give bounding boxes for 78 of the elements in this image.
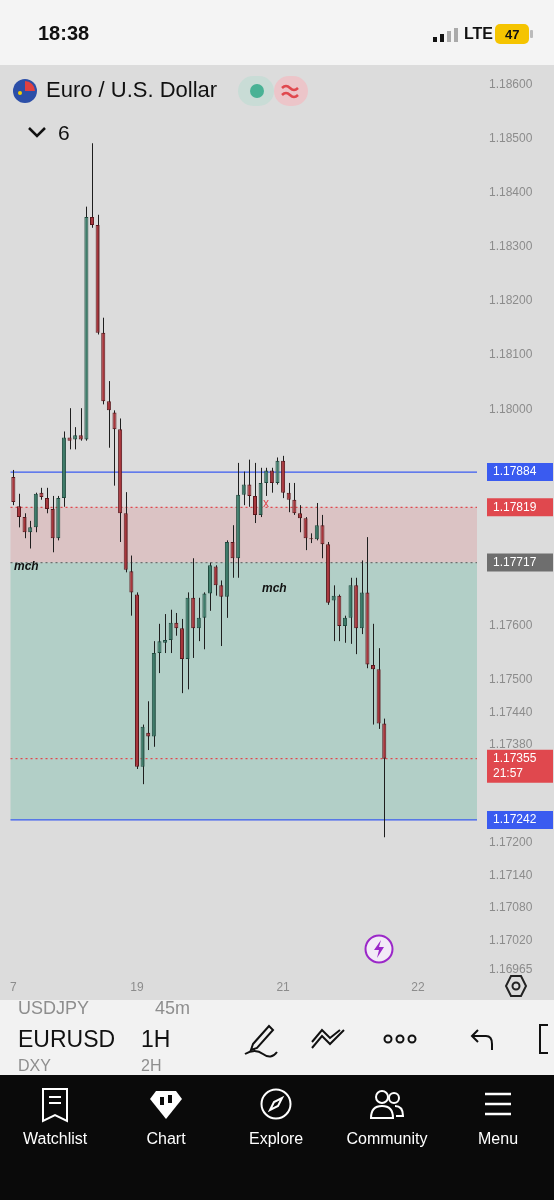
y-tick-label: 1.18500	[489, 130, 533, 145]
candlestick	[112, 409, 117, 487]
y-tick-label: 1.18200	[489, 293, 533, 308]
y-tick-label: 1.18600	[489, 76, 533, 91]
text: 45m	[155, 998, 191, 1018]
text: Community	[346, 1130, 428, 1147]
text: USDJPY	[18, 998, 90, 1018]
candlestick	[157, 623, 162, 674]
text: 2H	[141, 1057, 162, 1074]
y-tick-label: 1.18300	[489, 239, 533, 254]
text: LTE	[464, 25, 494, 42]
chart-title: Euro / U.S. Dollar	[46, 77, 218, 103]
y-tick-label: 1.17500	[489, 672, 533, 687]
candlestick	[73, 426, 78, 450]
candlestick	[90, 142, 95, 229]
annotation: mch	[14, 559, 39, 573]
candlestick	[331, 584, 336, 642]
text: Menu	[478, 1130, 519, 1147]
y-tick-label: 1.17020	[489, 932, 533, 947]
annotation: mch	[262, 581, 287, 595]
text: Explore	[249, 1130, 304, 1147]
y-tick-label: 1.16965	[489, 962, 533, 977]
candlestick	[275, 456, 280, 486]
y-tick-label: 1.17080	[489, 900, 533, 915]
y-tick-label: 1.17380	[489, 737, 533, 752]
text: 18:38	[38, 22, 90, 44]
y-tick-label: 1.18000	[489, 401, 533, 416]
candlestick	[230, 524, 235, 579]
candlestick	[163, 613, 168, 654]
text: 1H	[141, 1026, 171, 1052]
x-tick-label: 22	[411, 979, 425, 994]
ref-line-label: 1.17355 21:57	[493, 751, 537, 781]
x-tick-label: 7	[9, 979, 17, 994]
candlestick	[129, 555, 134, 617]
ref-line-label: 1.17717	[493, 554, 537, 569]
candlestick	[168, 609, 173, 654]
candlestick	[297, 504, 302, 533]
candlestick	[342, 615, 347, 644]
candlestick	[22, 512, 27, 539]
candlestick	[269, 467, 274, 494]
text: Watchlist	[23, 1130, 88, 1147]
candlestick	[286, 482, 291, 513]
candlestick	[78, 407, 83, 442]
candlestick	[247, 459, 252, 508]
candlestick	[202, 591, 207, 650]
y-tick-label: 1.17140	[489, 867, 533, 882]
candlestick	[45, 487, 50, 514]
candlestick	[303, 516, 308, 551]
annotation: 6	[58, 121, 70, 144]
ref-line-label: 1.17819	[493, 499, 537, 514]
y-tick-label: 1.18100	[489, 347, 533, 362]
ref-line-label: 1.17884	[493, 464, 537, 479]
text: 47	[505, 27, 520, 42]
candlestick	[196, 597, 201, 642]
x-tick-label: 19	[130, 979, 144, 994]
candlestick	[314, 502, 319, 541]
candlestick	[16, 493, 21, 528]
candlestick	[292, 482, 297, 516]
candlestick	[106, 380, 111, 449]
y-tick-label: 1.17440	[489, 704, 533, 719]
annotation: x	[263, 496, 269, 510]
candlestick	[264, 467, 269, 497]
candlestick	[220, 579, 223, 647]
candlestick	[11, 469, 16, 506]
candlestick	[213, 564, 218, 597]
candlestick	[28, 520, 33, 549]
candlestick	[252, 462, 258, 524]
candlestick	[320, 514, 325, 559]
ref-line-label: 1.17242	[493, 812, 537, 827]
y-tick-label: 1.17600	[489, 618, 533, 633]
text: Chart	[146, 1130, 186, 1147]
y-tick-label: 1.17200	[489, 835, 533, 849]
text: DXY	[18, 1057, 51, 1074]
text: EURUSD	[18, 1026, 116, 1052]
candlestick	[67, 407, 72, 450]
x-tick-label: 21	[276, 979, 291, 994]
y-tick-label: 1.18400	[489, 184, 533, 199]
candlestick	[241, 471, 246, 506]
